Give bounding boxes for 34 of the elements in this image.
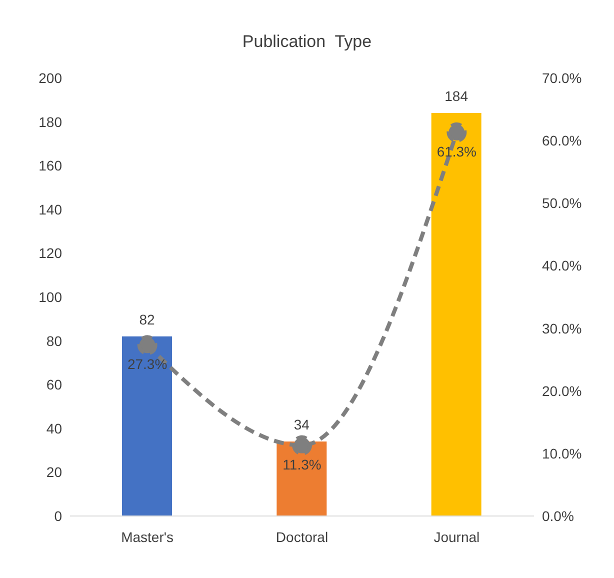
y-tick-label: 120 xyxy=(38,245,62,262)
data-label: 184 xyxy=(444,88,468,104)
data-label: 34 xyxy=(294,416,310,433)
y-tick-label: 100 xyxy=(38,288,62,305)
y-tick-label: 140 xyxy=(38,201,62,218)
point xyxy=(292,435,312,456)
y2-tick-label: 30.0% xyxy=(542,320,582,336)
point xyxy=(137,335,158,356)
y-tick-label: 80 xyxy=(46,332,62,349)
y-tick-label: 60 xyxy=(46,376,62,393)
y-tick-label: 160 xyxy=(38,158,62,174)
data-label: 27.3% xyxy=(127,356,168,372)
x-tick-label: Doctoral xyxy=(276,528,328,545)
y2-tick-label: 10.0% xyxy=(542,445,582,462)
y2-tick-label: 60.0% xyxy=(542,132,582,149)
y-tick-label: 0 xyxy=(54,508,62,524)
x-tick-label: Journal xyxy=(434,528,480,545)
x-tick-label: Master's xyxy=(121,528,174,545)
data-label: 11.3% xyxy=(282,456,322,472)
bar xyxy=(122,336,172,516)
y2-tick-label: 20.0% xyxy=(542,382,582,399)
y-tick-label: 20 xyxy=(46,464,62,480)
point xyxy=(446,122,467,142)
y-tick-label: 200 xyxy=(38,70,62,86)
y2-tick-label: 70.0% xyxy=(542,70,582,86)
data-label: 61.3% xyxy=(436,143,477,160)
data-label: 82 xyxy=(139,311,155,328)
y2-tick-label: 0.0% xyxy=(542,508,574,524)
y2-tick-label: 40.0% xyxy=(542,258,582,274)
chart-title: Publication Type xyxy=(241,32,373,53)
y-tick-label: 180 xyxy=(38,114,62,130)
y2-tick-label: 50.0% xyxy=(542,195,582,212)
bar xyxy=(431,113,482,516)
y-tick-label: 40 xyxy=(46,420,62,436)
